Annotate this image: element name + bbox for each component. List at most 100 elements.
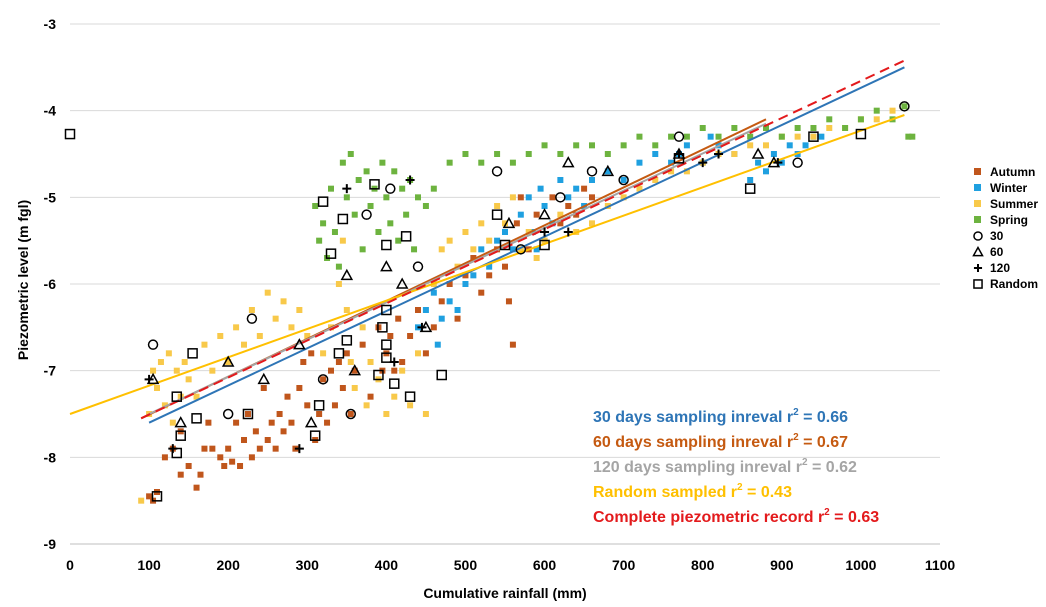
x-tick-label: 700 xyxy=(612,557,636,573)
marker-60 xyxy=(174,416,188,428)
point-autumn xyxy=(256,445,263,452)
y-axis-title: Piezometric level (m fgl) xyxy=(15,200,31,360)
marker-random xyxy=(369,179,380,190)
point-summer xyxy=(173,367,180,374)
point-summer xyxy=(763,142,769,149)
marker-random xyxy=(333,348,345,359)
point-summer xyxy=(407,402,414,409)
marker-30 xyxy=(222,408,234,420)
marker-30 xyxy=(317,374,329,385)
x-axis-title: Cumulative rainfall (mm) xyxy=(423,585,586,601)
annotation-label: Random sampled r xyxy=(593,484,737,501)
point-summer xyxy=(343,307,350,313)
point-summer xyxy=(233,324,240,331)
point-summer xyxy=(533,255,540,261)
point-spring xyxy=(339,159,346,166)
x-tick-label: 500 xyxy=(454,557,478,573)
marker-120 xyxy=(563,227,573,237)
marker-random xyxy=(491,209,503,220)
point-autumn xyxy=(422,350,429,357)
marker-random xyxy=(325,248,337,259)
point-spring xyxy=(715,133,722,140)
point-winter xyxy=(462,281,469,287)
point-autumn xyxy=(557,220,564,227)
point-summer xyxy=(209,367,216,374)
point-autumn xyxy=(589,194,595,201)
legend-swatch-random xyxy=(973,279,983,289)
legend-swatch-autumn xyxy=(974,168,981,175)
marker-60 xyxy=(221,355,235,367)
legend-swatch-120 xyxy=(973,263,983,273)
annotation-superscript: 2 xyxy=(824,507,830,518)
marker-60 xyxy=(257,372,271,385)
x-tick-label: 200 xyxy=(217,557,241,573)
marker-60 xyxy=(601,164,615,177)
point-spring xyxy=(430,185,437,192)
point-summer xyxy=(367,359,374,365)
point-autumn xyxy=(462,272,469,279)
marker-120 xyxy=(342,184,352,194)
annotation-label: Complete piezometric record r xyxy=(593,509,824,526)
point-autumn xyxy=(328,367,334,374)
point-spring xyxy=(589,142,595,149)
marker-random xyxy=(381,239,392,251)
point-autumn xyxy=(351,367,358,374)
point-spring xyxy=(355,177,362,183)
point-spring xyxy=(446,159,453,166)
point-spring xyxy=(395,237,402,244)
point-winter xyxy=(636,159,643,166)
point-autumn xyxy=(454,315,461,322)
point-summer xyxy=(339,237,346,244)
x-tick-label: 1100 xyxy=(925,557,956,573)
point-summer xyxy=(225,359,232,365)
point-summer xyxy=(620,194,627,201)
point-spring xyxy=(731,125,738,131)
annotation-superscript: 2 xyxy=(802,457,808,468)
point-summer xyxy=(363,402,370,409)
annotation-0: 30 days sampling inreval r2 = 0.66 xyxy=(593,407,848,426)
point-spring xyxy=(347,151,354,157)
point-summer xyxy=(415,350,421,357)
marker-random xyxy=(187,348,198,359)
marker-120 xyxy=(540,227,550,237)
marker-random xyxy=(175,430,186,441)
annotation-superscript: 2 xyxy=(737,482,743,493)
marker-60 xyxy=(751,147,765,159)
point-summer xyxy=(241,341,247,348)
legend-label: Random xyxy=(990,277,1038,291)
point-summer xyxy=(181,359,188,365)
point-summer xyxy=(494,203,501,209)
point-winter xyxy=(517,211,524,218)
marker-30 xyxy=(345,408,357,420)
point-summer xyxy=(873,116,880,123)
marker-30 xyxy=(618,174,629,186)
point-winter xyxy=(533,246,540,253)
point-summer xyxy=(248,307,255,313)
point-spring xyxy=(573,142,580,149)
point-spring xyxy=(422,203,429,209)
point-summer xyxy=(486,237,493,244)
point-spring xyxy=(478,159,485,166)
marker-random xyxy=(317,196,329,207)
point-winter xyxy=(573,185,580,192)
point-summer xyxy=(320,350,327,357)
point-spring xyxy=(331,229,338,235)
point-spring xyxy=(763,125,769,131)
marker-30 xyxy=(491,166,503,177)
point-spring xyxy=(403,211,410,218)
point-winter xyxy=(802,142,809,149)
point-spring xyxy=(462,151,469,157)
marker-random xyxy=(242,408,254,420)
legend: Autumn Winter Summer Spring 30 60 120 Random xyxy=(972,165,1038,291)
point-spring xyxy=(909,133,916,140)
point-autumn xyxy=(517,194,524,201)
point-winter xyxy=(537,185,544,192)
point-autumn xyxy=(241,437,247,443)
point-autumn xyxy=(549,194,556,201)
point-autumn xyxy=(316,411,323,417)
marker-random xyxy=(808,131,819,142)
point-spring xyxy=(387,220,394,227)
point-autumn xyxy=(252,428,259,435)
point-summer xyxy=(304,333,311,339)
